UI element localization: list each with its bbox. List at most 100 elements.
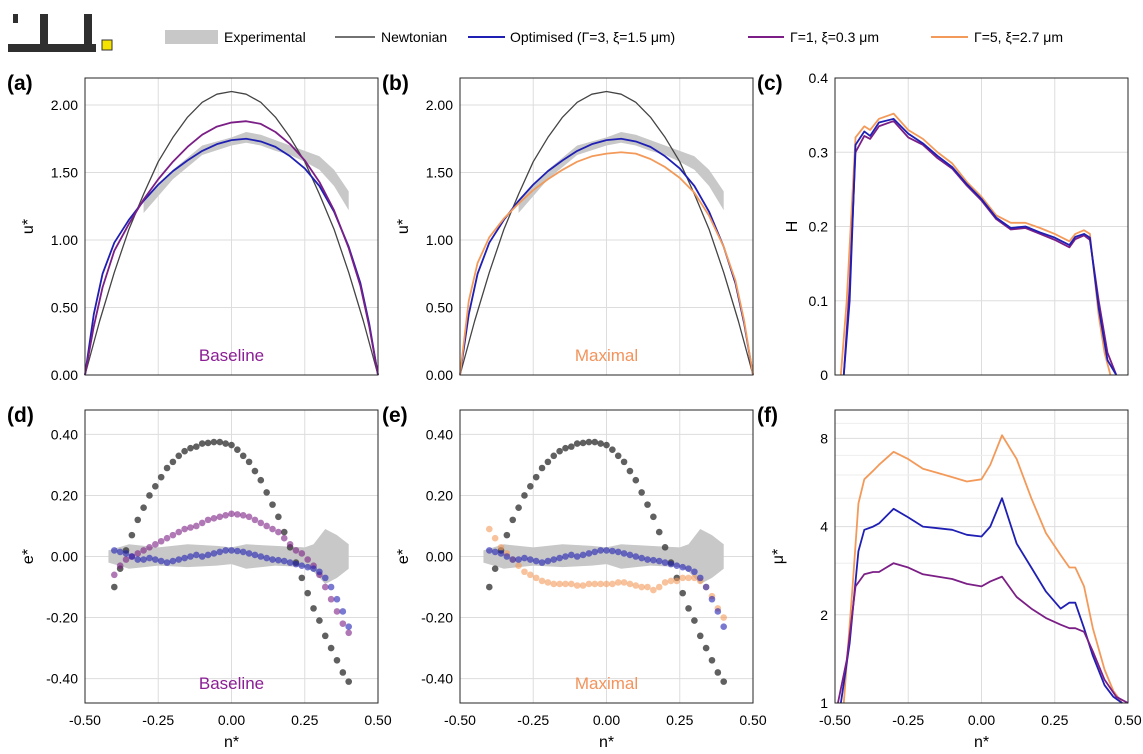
experimental-band <box>108 529 349 584</box>
data-point-optimised <box>239 548 247 556</box>
data-point-optimised <box>591 548 599 556</box>
data-point-newtonian <box>146 492 153 499</box>
data-point-optimised <box>696 574 704 582</box>
data-point-optimised <box>509 556 517 563</box>
y-tick-label: -0.20 <box>421 610 453 626</box>
data-point-newtonian <box>544 458 552 466</box>
panel-label: (d) <box>7 404 34 427</box>
data-point-optimised <box>146 554 153 562</box>
data-point-newtonian <box>491 565 499 573</box>
data-point-optimised <box>550 556 558 563</box>
y-tick-label: 0.4 <box>809 70 829 86</box>
y-tick-label: 0.20 <box>51 487 78 503</box>
data-point-newtonian <box>679 589 686 597</box>
data-point-optimised <box>538 559 546 566</box>
data-point-gamma5 <box>661 579 669 586</box>
data-point-newtonian <box>521 492 528 499</box>
data-point-gamma1 <box>251 516 259 524</box>
data-point-gamma1 <box>187 524 194 531</box>
experimental-band <box>518 132 724 213</box>
data-point-optimised <box>568 551 575 559</box>
panel-annotation: Maximal <box>575 346 638 365</box>
data-point-newtonian <box>562 444 569 452</box>
data-point-gamma5 <box>673 577 681 585</box>
data-point-gamma1 <box>146 544 153 551</box>
data-point-newtonian <box>304 589 311 597</box>
data-point-newtonian <box>275 513 282 521</box>
data-point-optimised <box>333 595 341 603</box>
panel-c: 0 0.1 0.2 0.3 0.4 (c) H <box>757 70 1129 383</box>
data-point-newtonian <box>685 605 692 612</box>
series-line-gamma1 <box>837 562 1129 704</box>
data-point-optimised <box>532 557 540 565</box>
data-point-newtonian <box>251 467 259 475</box>
legend-label-gamma1: Γ=1, ξ=0.3 μm <box>790 29 879 45</box>
data-point-newtonian <box>298 574 306 582</box>
data-point-newtonian <box>708 656 716 664</box>
data-point-newtonian <box>620 458 628 466</box>
y-tick-label: 1.00 <box>51 232 78 248</box>
data-point-newtonian <box>269 501 276 508</box>
y-tick-label: 1.50 <box>51 165 78 181</box>
data-point-optimised <box>122 550 130 557</box>
data-point-gamma5 <box>532 574 540 582</box>
data-point-optimised <box>280 557 288 565</box>
y-axis-label: u* <box>20 219 37 234</box>
data-point-optimised <box>673 562 681 569</box>
y-tick-label: 8 <box>820 430 828 446</box>
panel-b: 0.00 0.50 1.00 1.50 2.00 (b) u* Maximal <box>382 72 754 383</box>
data-point-optimised <box>667 560 675 568</box>
data-point-newtonian <box>515 504 522 511</box>
data-point-gamma1 <box>345 629 353 637</box>
series-line-gamma1 <box>842 120 1118 376</box>
data-point-optimised <box>597 547 604 554</box>
data-point-optimised <box>620 550 628 557</box>
data-point-gamma1 <box>245 513 253 521</box>
data-point-gamma5 <box>521 568 528 576</box>
data-point-newtonian <box>210 438 218 446</box>
data-point-newtonian <box>509 516 517 524</box>
data-point-gamma5 <box>556 580 563 588</box>
data-point-gamma5 <box>667 577 675 585</box>
y-tick-label: 4 <box>820 519 828 535</box>
panel-e: -0.40 -0.20 0.00 0.20 0.40 -0.50 -0.25 0.00 0.25… <box>382 404 767 751</box>
data-point-optimised <box>275 556 282 564</box>
data-point-optimised <box>708 595 716 603</box>
legend-swatch-experimental <box>165 30 218 44</box>
data-point-optimised <box>298 562 306 569</box>
panel-label: (e) <box>382 404 408 427</box>
data-point-newtonian <box>532 473 540 481</box>
data-point-gamma1 <box>275 528 282 536</box>
data-point-newtonian <box>169 458 177 466</box>
series-line-newtonian <box>84 90 379 376</box>
data-point-newtonian <box>556 447 563 455</box>
channel-geometry-icon <box>8 14 113 52</box>
data-point-newtonian <box>134 516 142 524</box>
y-tick-label: 0.00 <box>426 367 453 383</box>
data-point-optimised <box>269 556 276 563</box>
data-point-gamma5 <box>486 525 493 533</box>
series-line-optimised <box>842 117 1118 376</box>
data-point-gamma1 <box>269 525 276 533</box>
data-point-gamma5 <box>562 580 569 588</box>
data-point-newtonian <box>234 446 241 453</box>
data-point-gamma5 <box>491 534 499 542</box>
data-point-optimised <box>655 557 663 565</box>
data-point-gamma5 <box>585 580 593 588</box>
data-point-gamma1 <box>181 525 188 533</box>
data-point-newtonian <box>503 531 511 539</box>
y-tick-label: -0.40 <box>46 671 78 687</box>
series-line-optimised <box>839 497 1123 704</box>
data-point-optimised <box>632 553 640 560</box>
data-point-optimised <box>556 554 563 562</box>
data-point-newtonian <box>187 444 194 452</box>
y-tick-label: 0.1 <box>809 293 829 309</box>
y-axis-label: u* <box>395 219 412 234</box>
data-point-optimised <box>111 547 118 554</box>
x-tick-label: 0.50 <box>1114 712 1141 728</box>
data-point-newtonian <box>626 467 634 475</box>
y-tick-label: 1.50 <box>426 165 453 181</box>
data-point-optimised <box>679 563 686 571</box>
x-tick-label: 0.00 <box>968 712 995 728</box>
data-point-optimised <box>562 553 569 560</box>
